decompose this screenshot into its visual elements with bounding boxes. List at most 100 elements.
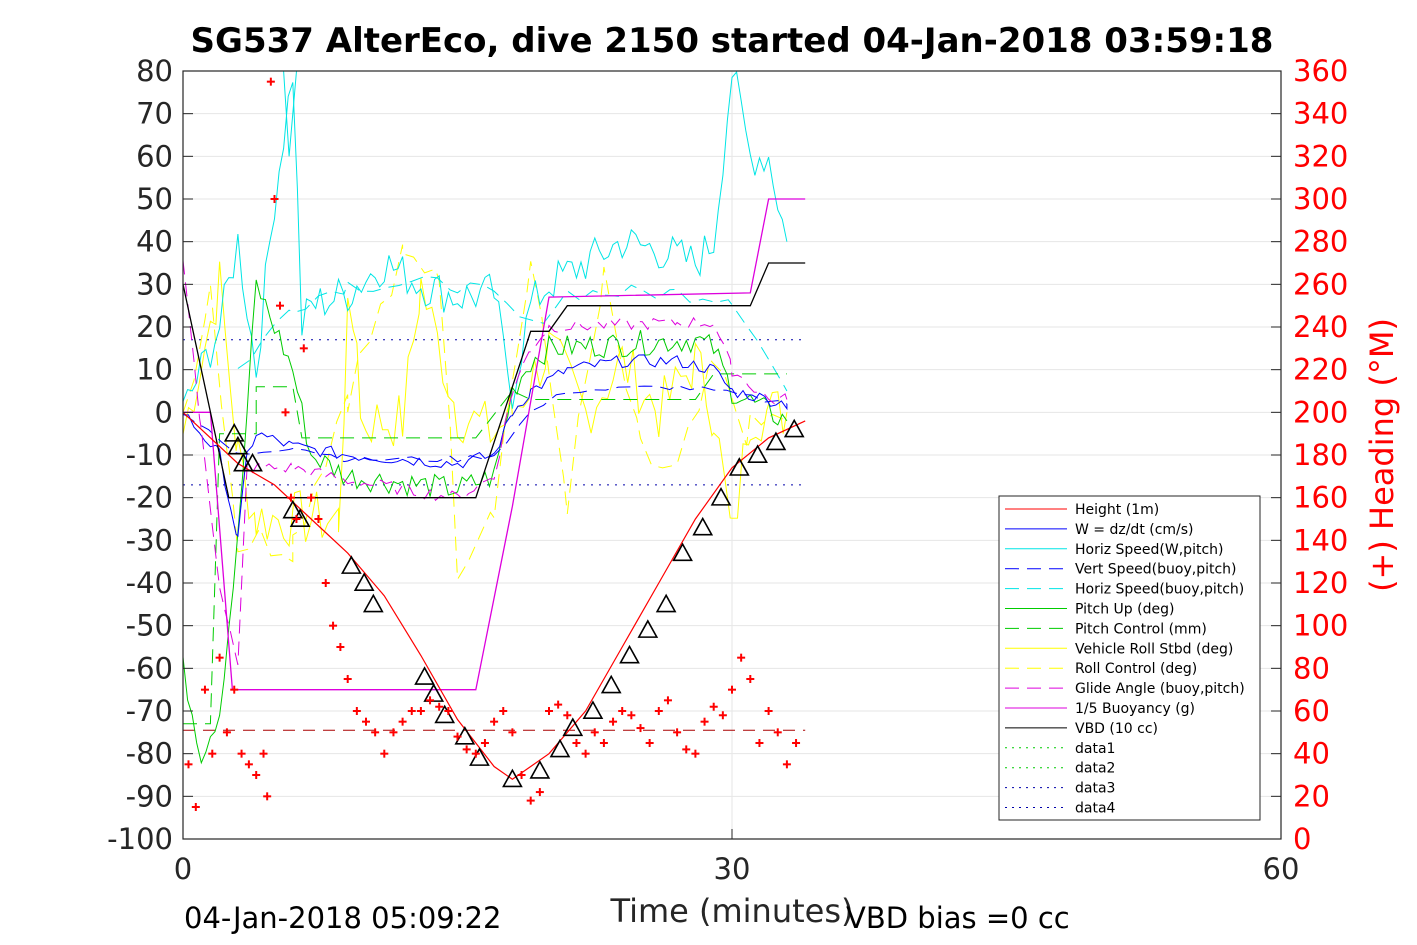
heading-point — [746, 675, 755, 683]
legend-label: data1 — [1075, 741, 1115, 757]
legend-entry: 1/5 Buoyancy (g) — [1005, 701, 1195, 717]
heading-point — [718, 711, 727, 720]
legend-label: Roll Control (deg) — [1075, 661, 1197, 677]
left-tick-label: 40 — [136, 225, 173, 259]
heading-point — [590, 728, 599, 737]
depth-marker — [728, 457, 750, 476]
legend-label: 1/5 Buoyancy (g) — [1075, 701, 1195, 717]
heading-point — [691, 749, 700, 758]
legend-label: data4 — [1075, 801, 1116, 817]
heading-point — [709, 702, 718, 711]
right-tick-label: 160 — [1293, 481, 1348, 515]
heading-point — [517, 771, 526, 779]
x-tick-label: 60 — [1263, 852, 1300, 886]
heading-point — [782, 760, 791, 769]
heading-point — [252, 771, 261, 779]
depth-marker — [414, 666, 435, 685]
heading-point — [230, 685, 239, 694]
left-tick-label: 0 — [155, 395, 173, 429]
heading-point — [480, 739, 489, 747]
heading-point — [299, 344, 308, 353]
depth-marker — [242, 452, 263, 472]
legend-entry: Horiz Speed(W,pitch) — [1005, 542, 1223, 558]
right-tick-label: 20 — [1293, 779, 1330, 813]
left-tick-label: -30 — [126, 523, 173, 557]
heading-point — [307, 493, 316, 502]
right-tick-label: 40 — [1293, 737, 1330, 771]
heading-point — [645, 739, 654, 747]
depth-marker — [765, 431, 787, 451]
heading-point — [215, 653, 224, 662]
chart-title: SG537 AlterEco, dive 2150 started 04-Jan… — [191, 21, 1274, 61]
depth-marker — [710, 487, 732, 506]
heading-point — [314, 515, 323, 523]
x-axis-label: Time (minutes) — [610, 892, 854, 930]
heading-point — [426, 696, 435, 705]
legend-entry: data2 — [1005, 761, 1115, 777]
heading-point — [599, 739, 608, 747]
left-tick-label: -70 — [126, 694, 173, 728]
legend-entry: Pitch Up (deg) — [1005, 602, 1174, 618]
right-axis-ticks: 3603403203002802602402202001801601401201… — [1271, 54, 1348, 856]
heading-point — [499, 707, 508, 715]
heading-point — [673, 728, 682, 737]
right-tick-label: 340 — [1293, 97, 1348, 131]
right-tick-label: 320 — [1293, 139, 1348, 173]
right-tick-label: 80 — [1293, 651, 1330, 685]
right-tick-label: 180 — [1293, 438, 1348, 472]
heading-point — [371, 728, 380, 737]
heading-point — [286, 493, 295, 502]
depth-marker — [549, 738, 571, 758]
legend-entry: Vehicle Roll Stbd (deg) — [1005, 641, 1233, 657]
heading-point — [435, 702, 444, 711]
x-tick-label: 0 — [174, 852, 192, 886]
right-tick-label: 0 — [1293, 822, 1311, 856]
heading-point — [462, 745, 471, 754]
heading-point — [700, 717, 709, 726]
depth-marker — [672, 542, 693, 562]
legend-entry: Roll Control (deg) — [1005, 661, 1197, 677]
heading-point — [259, 749, 268, 758]
heading-point — [764, 707, 773, 715]
heading-point — [343, 675, 352, 683]
heading-point — [535, 788, 544, 797]
left-tick-label: -80 — [126, 737, 173, 771]
legend-label: Horiz Speed(W,pitch) — [1075, 542, 1223, 558]
depth-marker — [341, 555, 362, 574]
legend-entry: data3 — [1005, 781, 1115, 797]
legend: Height (1m) W = dz/dt (cm/s) Horiz Speed(W… — [998, 495, 1261, 821]
heading-point — [389, 728, 398, 737]
instrument-traces — [182, 70, 806, 765]
legend-entry: Vert Speed(buoy,pitch) — [1005, 562, 1237, 578]
legend-entry: Horiz Speed(buoy,pitch) — [1005, 582, 1244, 598]
heading-point — [618, 707, 627, 715]
depth-marker — [502, 768, 523, 788]
vert-speed-buoy-trace — [182, 384, 788, 463]
legend-label: data3 — [1075, 781, 1115, 797]
heading-point — [184, 760, 193, 769]
data-series — [182, 77, 806, 811]
heading-point — [237, 749, 246, 758]
legend-label: Horiz Speed(buoy,pitch) — [1075, 582, 1244, 598]
heading-point — [263, 792, 272, 801]
heading-point — [728, 685, 736, 694]
right-tick-label: 360 — [1293, 54, 1348, 88]
depth-marker — [582, 700, 604, 720]
legend-entry: data4 — [1005, 801, 1116, 817]
right-tick-label: 220 — [1293, 353, 1348, 387]
heading-point — [526, 796, 535, 805]
left-tick-label: -90 — [126, 779, 173, 813]
heading-point — [663, 696, 672, 705]
heading-point — [244, 760, 253, 769]
left-tick-label: -100 — [107, 822, 173, 856]
left-tick-label: -40 — [126, 566, 173, 600]
x-tick-label: 30 — [714, 852, 751, 886]
heading-point — [609, 717, 618, 726]
legend-label: Vert Speed(buoy,pitch) — [1075, 562, 1237, 578]
legend-entry: VBD (10 cc) — [1005, 721, 1158, 737]
left-tick-label: 70 — [136, 97, 173, 131]
heading-point — [627, 711, 636, 720]
right-axis-label: (+) Heading (°M) — [1363, 318, 1401, 592]
heading-point — [471, 749, 480, 758]
